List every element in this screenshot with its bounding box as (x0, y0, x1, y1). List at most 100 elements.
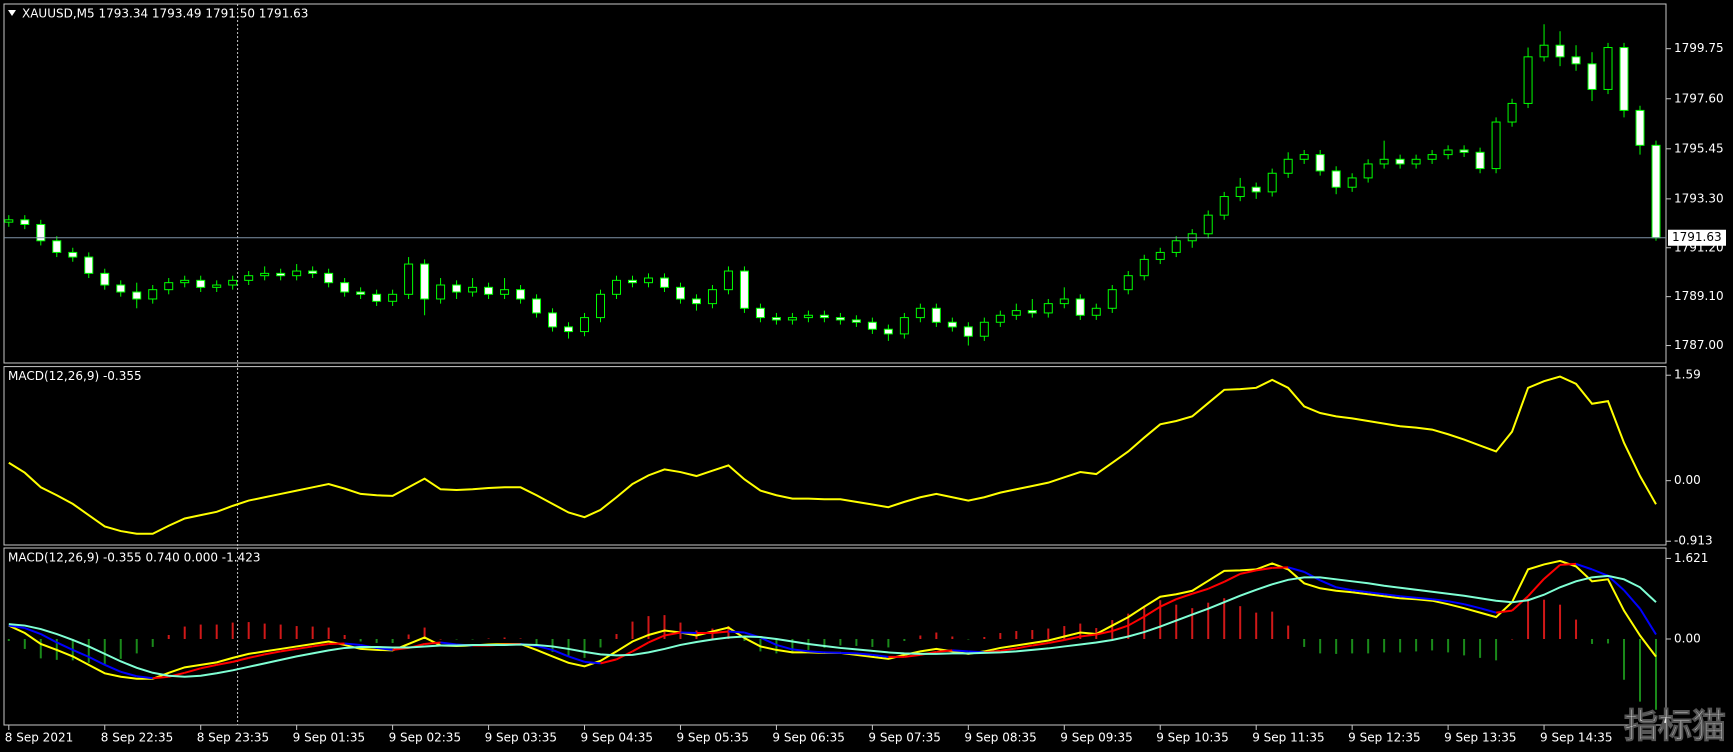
candle-body (1555, 44, 1565, 58)
macd-trend-segment (1256, 566, 1273, 572)
macd-trend-segment (1431, 598, 1449, 603)
histogram-bar (887, 638, 890, 648)
macd-trend-segment (584, 660, 601, 665)
macd-trend-segment (1543, 564, 1561, 580)
histogram-bar (1639, 638, 1642, 702)
histogram-bar (823, 638, 826, 648)
histogram-bar (135, 638, 138, 654)
macd-trend-segment (1175, 592, 1193, 601)
histogram-bar (1223, 598, 1226, 639)
candle-body (1619, 47, 1629, 111)
histogram-bar (871, 638, 874, 647)
candle-body (100, 272, 110, 286)
candle-body (388, 293, 398, 302)
histogram-bar (919, 635, 922, 639)
candle-body (580, 317, 590, 333)
x-tick-label: 9 Sep 08:35 (964, 731, 1036, 745)
histogram-bar (983, 636, 986, 639)
candle-body (548, 312, 558, 328)
histogram-bar (199, 624, 202, 639)
y-tick-label: 0.00 (1674, 631, 1701, 645)
macd-trend-segment (1080, 633, 1097, 638)
macd-trend-segment (1287, 566, 1305, 573)
histogram-bar (23, 638, 26, 649)
histogram-bar (1063, 626, 1066, 639)
macd-trend-segment (440, 641, 457, 646)
macd-trend-segment (728, 630, 745, 634)
macd-trend-segment (872, 653, 889, 658)
candle-body (452, 284, 462, 293)
macd-trend-segment (1607, 575, 1625, 592)
candle-body (1075, 298, 1085, 316)
candle-body (244, 275, 254, 281)
macd-trend-segment (1016, 644, 1033, 650)
histogram-bar (647, 616, 650, 639)
candle-body (276, 272, 286, 277)
histogram-bar (1031, 630, 1034, 639)
histogram-bar (999, 633, 1002, 639)
macd-trend-segment (1400, 595, 1417, 599)
candle-body (164, 282, 174, 291)
x-tick-label: 9 Sep 07:35 (868, 731, 940, 745)
macd-trend-segment (248, 653, 265, 659)
x-tick-label: 9 Sep 13:35 (1444, 731, 1516, 745)
macd-trend-segment (712, 630, 729, 635)
y-tick-label: 1795.45 (1674, 141, 1724, 155)
candle-body (1475, 151, 1485, 170)
macd-trend-segment (56, 641, 74, 651)
histogram-bar (1559, 604, 1562, 639)
candle-body (1091, 307, 1101, 316)
histogram-bar (247, 622, 250, 639)
histogram-bar (519, 638, 522, 639)
candle-body (308, 270, 318, 274)
histogram-bar (1383, 638, 1386, 653)
histogram-bar (423, 627, 426, 639)
macd-trend-segment (1159, 598, 1177, 608)
y-tick-label: 1.59 (1674, 368, 1701, 382)
candle-body (1523, 56, 1533, 104)
macd-trend-segment (200, 663, 217, 670)
histogram-bar (679, 622, 682, 639)
histogram-bar (215, 624, 218, 639)
candle-body (36, 223, 46, 242)
candle-body (739, 270, 749, 309)
macd-trend-segment (1000, 647, 1017, 652)
histogram-bar (791, 638, 794, 654)
candle-body (1299, 154, 1309, 160)
candle-body (148, 289, 158, 300)
y-tick-label: 1789.10 (1674, 289, 1724, 303)
histogram-bar (1399, 638, 1402, 653)
candle-body (899, 317, 909, 335)
histogram-bar (407, 634, 410, 639)
candle-body (132, 291, 142, 300)
candle-body (1027, 310, 1037, 314)
candle-body (1267, 172, 1277, 193)
candle-body (771, 317, 781, 321)
histogram-bar (167, 635, 170, 639)
candle-body (68, 251, 78, 258)
histogram-bar (775, 638, 778, 654)
macd-trend-segment (1048, 638, 1065, 644)
symbol-menu-arrow[interactable] (8, 10, 16, 16)
candle-body (835, 317, 845, 321)
macd-trend-segment (1479, 607, 1497, 614)
candle-body (564, 326, 574, 333)
candle-body (404, 263, 414, 295)
candle-body (1587, 63, 1597, 90)
histogram-bar (1463, 638, 1466, 656)
candle-body (979, 321, 989, 337)
macd-trend-segment (88, 655, 106, 666)
x-tick-label: 8 Sep 2021 (5, 731, 73, 745)
macd-trend-segment (568, 655, 585, 663)
candle-body (84, 256, 94, 274)
macd-trend-segment (904, 653, 921, 658)
x-tick-label: 9 Sep 14:35 (1540, 731, 1612, 745)
candle-body (1395, 158, 1405, 165)
macd-trend-segment (856, 652, 873, 656)
macd-trend-segment (1319, 579, 1337, 589)
x-tick-label: 9 Sep 10:35 (1156, 731, 1228, 745)
macd-trend-segment (1111, 624, 1129, 632)
y-tick-label: 1799.75 (1674, 41, 1724, 55)
candle-body (963, 326, 973, 337)
histogram-bar (1367, 638, 1370, 654)
